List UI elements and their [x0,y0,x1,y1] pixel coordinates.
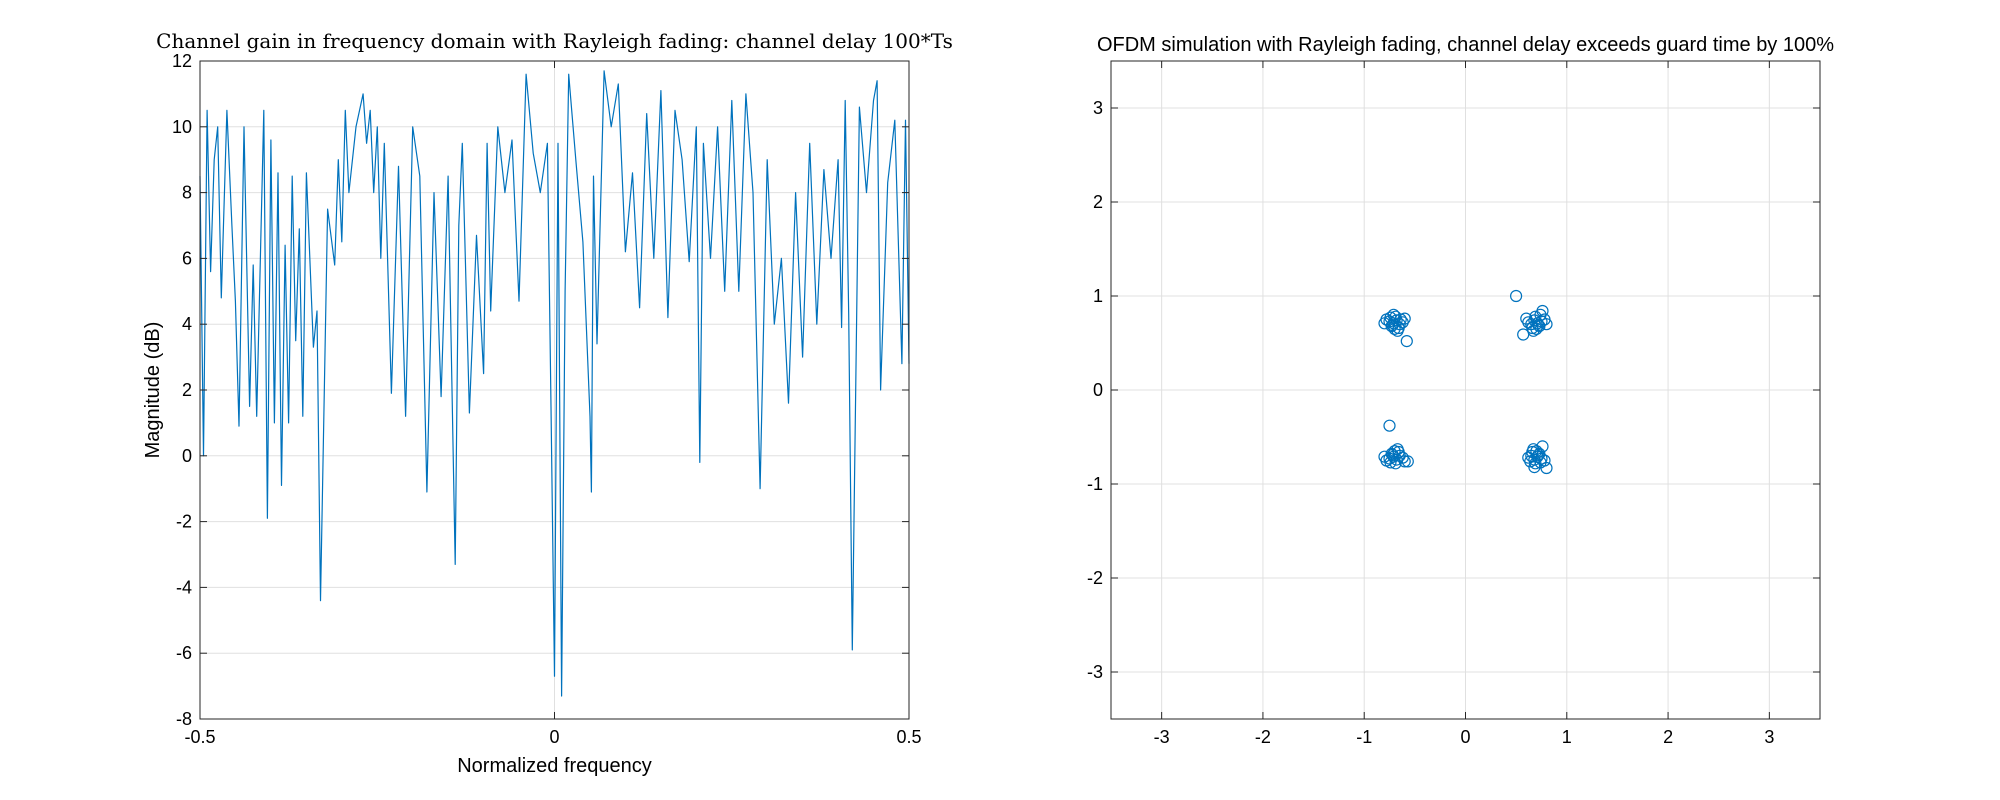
scatter-point [1401,455,1414,468]
x-axis-label: Normalized frequency [457,755,652,777]
scatter-point [1378,317,1391,330]
x-tick-label: 0.5 [896,727,921,747]
y-axis-label: Magnitude (dB) [142,322,164,459]
y-tick-label: 0 [1093,380,1103,400]
scatter-point [1398,455,1411,468]
series-layer [1378,289,1553,475]
x-tick-labels: -3 -2 -1 0 1 2 3 [1154,727,1775,747]
scatter-point [1540,461,1553,475]
x-tick-label: -2 [1255,727,1271,747]
x-tick-label: 1 [1562,727,1572,747]
y-tick-label: 2 [1093,192,1103,212]
y-tick-label: 3 [1093,98,1103,118]
x-tick-label: -3 [1154,727,1170,747]
y-tick-label: 0 [182,446,192,466]
y-tick-label: -2 [1087,568,1103,588]
scatter-point [1528,461,1541,474]
series-layer [199,70,910,697]
scatter-point [1517,328,1530,341]
chart-title: OFDM simulation with Rayleigh fading, ch… [1097,34,1834,56]
x-tick-label: 0 [1460,727,1470,747]
y-tick-label: 8 [182,183,192,203]
y-tick-label: -8 [176,709,192,729]
scatter-point [1540,318,1553,331]
y-tick-label: 4 [182,314,192,334]
y-tick-labels: -3 -2 -1 0 1 2 3 [1087,98,1103,682]
y-tick-label: 1 [1093,286,1103,306]
scatter-point [1509,289,1523,303]
scatter-point [1378,450,1391,463]
y-tick-labels: -8 -6 -4 -2 0 2 4 6 8 10 12 [172,51,192,729]
y-tick-label: 2 [182,380,192,400]
x-tick-label: 3 [1764,727,1774,747]
x-tick-labels: -0.5 0 0.5 [184,727,921,747]
channel-gain-chart: -0.5 0 0.5 -8 -6 -4 -2 0 2 4 6 8 10 12 Channel gain … [142,29,953,777]
scatter-point [1536,304,1549,318]
ofdm-constellation-chart: -3 -2 -1 0 1 2 3 -3 -2 -1 0 1 2 3 OFDM simulation wi… [1087,34,1834,747]
scatter-point [1383,419,1396,432]
scatter-point [1394,313,1407,326]
y-tick-label: -2 [176,512,192,532]
y-tick-label: 6 [182,248,192,268]
y-tick-label: -4 [176,577,192,597]
x-tick-label: 0 [549,727,559,747]
y-tick-label: -6 [176,643,192,663]
series-line [199,70,910,697]
scatter-point [1520,312,1533,325]
x-tick-label: -1 [1356,727,1372,747]
y-tick-label: -3 [1087,662,1103,682]
grid [1111,61,1820,719]
y-tick-label: 12 [172,51,192,71]
tick-marks [199,60,910,720]
tick-marks [1111,61,1820,719]
chart-title: Channel gain in frequency domain with Ra… [156,29,953,53]
y-tick-label: 10 [172,117,192,137]
scatter-point [1389,457,1402,470]
x-tick-label: -0.5 [184,727,215,747]
scatter-point [1536,440,1549,453]
y-tick-label: -1 [1087,474,1103,494]
scatter-point [1400,335,1413,348]
scatter-point [1527,443,1540,456]
scatter-point [1391,443,1404,456]
x-tick-label: 2 [1663,727,1673,747]
scatter-point [1391,324,1404,337]
